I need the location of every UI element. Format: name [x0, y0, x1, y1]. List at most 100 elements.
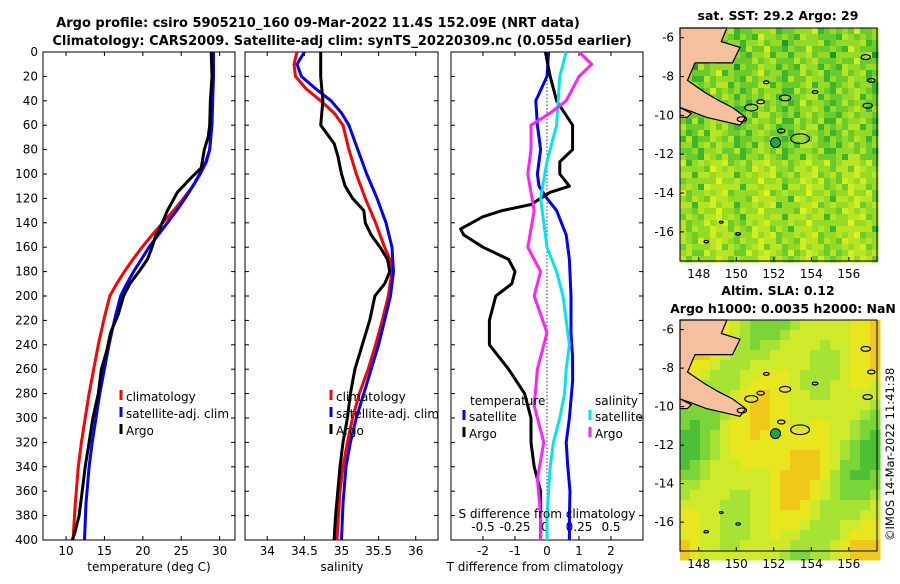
map-field-cell — [734, 148, 741, 155]
map-field-cell — [746, 172, 753, 179]
map-field-cell — [850, 500, 861, 511]
map-field-cell — [746, 34, 753, 41]
map-field-cell — [740, 550, 751, 561]
map-field-cell — [740, 64, 747, 71]
map-field-cell — [806, 142, 813, 149]
map-field-cell — [782, 124, 789, 131]
map-field-cell — [746, 178, 753, 185]
map-field-cell — [686, 160, 693, 167]
map-field-cell — [818, 136, 825, 143]
map-field-cell — [750, 520, 761, 531]
float-position-marker — [769, 428, 781, 440]
map-field-cell — [842, 250, 849, 257]
map-field-cell — [770, 100, 777, 107]
map-field-cell — [752, 118, 759, 125]
map-field-cell — [752, 76, 759, 83]
map-field-cell — [866, 124, 873, 131]
map-field-cell — [764, 154, 771, 161]
map-field-cell — [746, 142, 753, 149]
map-field-cell — [824, 34, 831, 41]
map-field-cell — [752, 58, 759, 65]
map-field-cell — [770, 178, 777, 185]
map-field-cell — [860, 76, 867, 83]
map-field-cell — [872, 154, 879, 161]
map-field-cell — [820, 470, 831, 481]
map-field-cell — [680, 232, 687, 239]
island-outline — [718, 510, 724, 515]
map-field-cell — [704, 64, 711, 71]
map-field-cell — [780, 430, 791, 441]
map-field-cell — [740, 410, 751, 421]
map-field-cell — [728, 88, 735, 95]
map-field-cell — [790, 440, 801, 451]
map-field-cell — [848, 58, 855, 65]
lat-tick-label: -8 — [662, 70, 674, 84]
map-field-cell — [716, 226, 723, 233]
map-field-cell — [810, 540, 821, 551]
map-field-cell — [848, 160, 855, 167]
map-field-cell — [680, 250, 687, 257]
map-field-cell — [870, 490, 881, 501]
map-field-cell — [860, 160, 867, 167]
map-field-cell — [800, 76, 807, 83]
map-field-cell — [794, 40, 801, 47]
map-field-cell — [780, 340, 791, 351]
map-field-cell — [782, 136, 789, 143]
map-field-cell — [764, 244, 771, 251]
legend-title-temperature: temperature — [470, 394, 545, 408]
map-field-cell — [776, 256, 783, 263]
map-field-cell — [830, 190, 837, 197]
map-field-cell — [842, 232, 849, 239]
lon-tick-label: 154 — [800, 267, 823, 281]
map-field-cell — [720, 470, 731, 481]
island-outline — [703, 529, 710, 534]
map-field-cell — [782, 226, 789, 233]
map-field-cell — [794, 148, 801, 155]
map-field-cell — [790, 430, 801, 441]
map-field-cell — [716, 256, 723, 263]
map-field-cell — [758, 208, 765, 215]
map-field-cell — [716, 82, 723, 89]
map-field-cell — [680, 440, 691, 451]
map-field-cell — [760, 470, 771, 481]
map-field-cell — [854, 88, 861, 95]
map-field-cell — [866, 202, 873, 209]
map-field-cell — [758, 40, 765, 47]
map-field-cell — [686, 172, 693, 179]
map-field-cell — [794, 82, 801, 89]
map-field-cell — [740, 178, 747, 185]
map-field-cell — [730, 330, 741, 341]
map-field-cell — [810, 370, 821, 381]
map-field-cell — [710, 88, 717, 95]
map-field-cell — [758, 214, 765, 221]
map-field-cell — [854, 238, 861, 245]
map-field-cell — [686, 124, 693, 131]
map-field-cell — [770, 58, 777, 65]
map-field-cell — [860, 360, 871, 371]
map-field-cell — [752, 220, 759, 227]
y-tick-label: 100 — [15, 167, 38, 181]
map-field-cell — [870, 540, 881, 551]
map-field-cell — [860, 420, 871, 431]
map-field-cell — [710, 490, 721, 501]
map-field-cell — [716, 166, 723, 173]
map-field-cell — [734, 184, 741, 191]
map-field-cell — [830, 202, 837, 209]
map-field-cell — [848, 142, 855, 149]
map-field-cell — [692, 112, 699, 119]
map-field-cell — [750, 380, 761, 391]
map-field-cell — [842, 76, 849, 83]
map-field-cell — [760, 550, 771, 561]
map-field-cell — [728, 232, 735, 239]
map-field-cell — [750, 450, 761, 461]
map-field-cell — [752, 184, 759, 191]
island-outline — [867, 369, 876, 375]
map-field-cell — [704, 82, 711, 89]
map-field-cell — [698, 70, 705, 77]
island-outline — [778, 385, 792, 393]
map-field-cell — [752, 40, 759, 47]
map-field-cell — [872, 124, 879, 131]
map-field-cell — [698, 202, 705, 209]
map-field-cell — [812, 34, 819, 41]
map-field-cell — [692, 208, 699, 215]
